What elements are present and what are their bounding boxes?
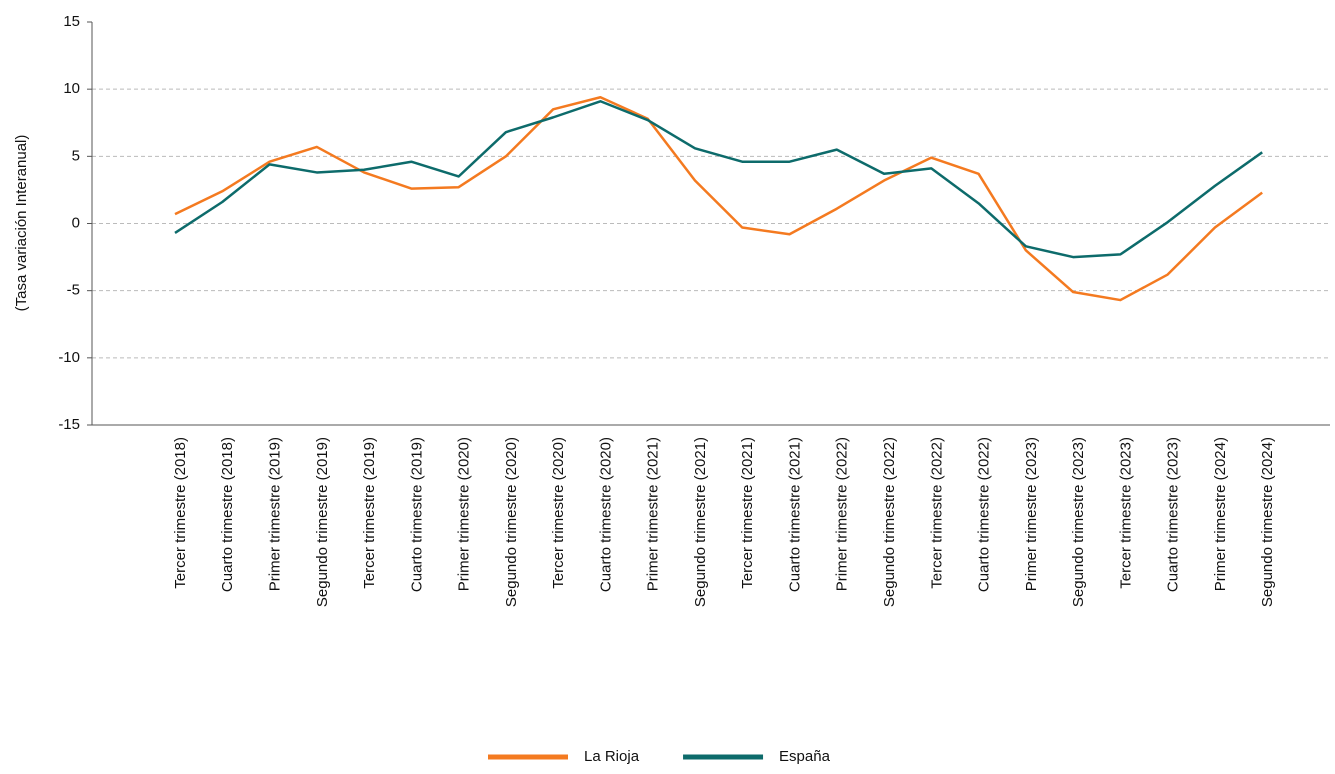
x-tick-label: Cuarto trimestre (2020): [597, 437, 614, 592]
x-tick-label: Segundo trimestre (2024): [1259, 437, 1276, 607]
x-tick-label: Cuarto trimestre (2023): [1165, 437, 1182, 592]
x-tick-label: Cuarto trimestre (2018): [219, 437, 236, 592]
x-tick-label: Primer trimestre (2023): [1023, 437, 1040, 591]
x-tick-label: Segundo trimestre (2022): [881, 437, 898, 607]
legend-label: España: [779, 748, 831, 765]
series-line: [174, 100, 1263, 259]
y-tick-label: -5: [67, 282, 80, 299]
x-tick-label: Tercer trimestre (2022): [928, 437, 945, 589]
y-axis-label: (Tasa variación Interanual): [13, 135, 30, 312]
x-tick-label: Primer trimestre (2024): [1212, 437, 1229, 591]
y-tick-label: 0: [72, 214, 80, 231]
y-tick-label: -10: [58, 349, 80, 366]
x-tick-label: Segundo trimestre (2020): [503, 437, 520, 607]
x-tick-label: Primer trimestre (2019): [267, 437, 284, 591]
y-tick-label: 15: [63, 13, 80, 30]
x-tick-label: Segundo trimestre (2023): [1070, 437, 1087, 607]
x-tick-label: Tercer trimestre (2021): [739, 437, 756, 589]
x-tick-label: Segundo trimestre (2019): [314, 437, 331, 607]
x-tick-label: Tercer trimestre (2019): [361, 437, 378, 589]
series-line: [174, 95, 1263, 302]
x-tick-label: Tercer trimestre (2018): [172, 437, 189, 589]
x-tick-label: Primer trimestre (2020): [456, 437, 473, 591]
x-tick-label: Cuarto trimestre (2022): [976, 437, 993, 592]
y-tick-label: 5: [72, 147, 80, 164]
x-tick-label: Tercer trimestre (2023): [1117, 437, 1134, 589]
x-tick-label: Primer trimestre (2021): [645, 437, 662, 591]
x-tick-label: Segundo trimestre (2021): [692, 437, 709, 607]
x-tick-label: Tercer trimestre (2020): [550, 437, 567, 589]
y-tick-label: 10: [63, 80, 80, 97]
x-tick-label: Primer trimestre (2022): [834, 437, 851, 591]
y-tick-label: -15: [58, 416, 80, 433]
x-tick-label: Cuarto trimestre (2019): [408, 437, 425, 592]
legend-label: La Rioja: [584, 748, 640, 765]
x-tick-label: Cuarto trimestre (2021): [786, 437, 803, 592]
